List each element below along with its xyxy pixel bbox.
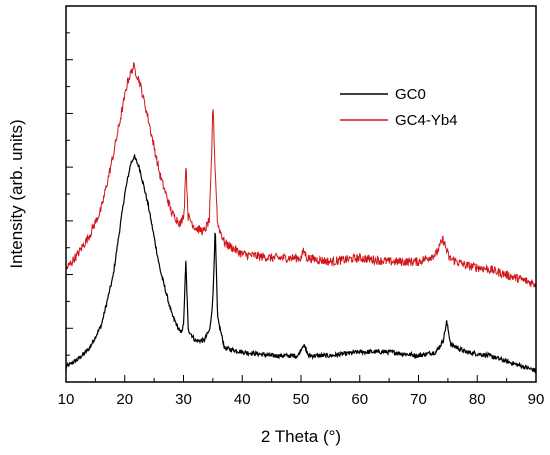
x-tick-label: 20 [116, 391, 133, 408]
x-tick-label: 90 [528, 391, 545, 408]
ticks-layer: 10 20 30 40 50 60 70 80 90 [58, 32, 545, 408]
x-tick-label: 70 [410, 391, 427, 408]
x-tick-label: 50 [293, 391, 310, 408]
series-line-gc0 [65, 153, 537, 374]
plot-frame [65, 5, 537, 383]
x-tick-label: 10 [58, 391, 75, 408]
legend: GC0 GC4-Yb4 [340, 86, 458, 129]
legend-label-gc4-yb4: GC4-Yb4 [395, 112, 458, 129]
x-tick-label: 40 [234, 391, 251, 408]
x-tick-label: 60 [351, 391, 368, 408]
x-axis-title: 2 Theta (°) [261, 427, 341, 446]
series-line-gc4-yb4 [65, 62, 537, 288]
legend-label-gc0: GC0 [395, 86, 426, 103]
series-layer [65, 62, 537, 374]
x-tick-label: 30 [175, 391, 192, 408]
y-axis-title: Intensity (arb. units) [7, 119, 26, 268]
x-tick-label: 80 [469, 391, 486, 408]
